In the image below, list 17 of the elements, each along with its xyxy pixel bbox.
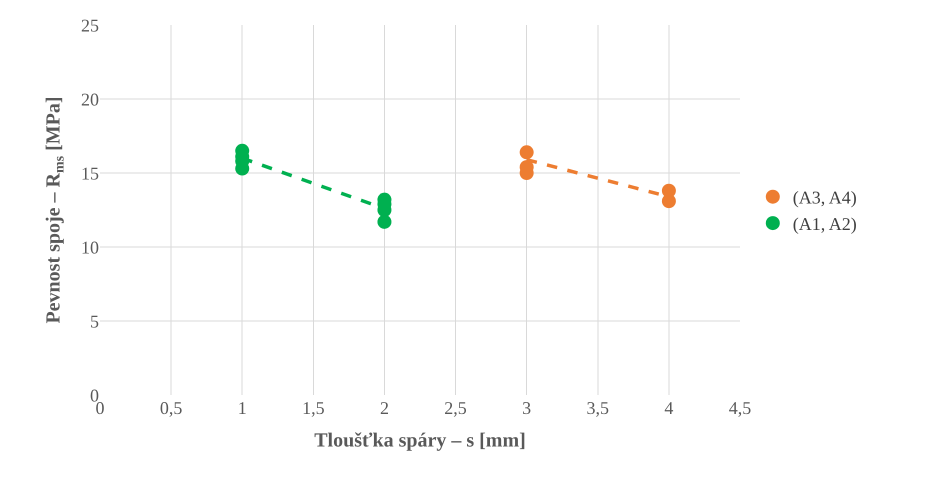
legend-label: (A1, A2): [792, 214, 857, 234]
x-axis-title: Tloušťka spáry – s [mm]: [314, 430, 526, 452]
x-tick-label: 2: [380, 398, 389, 418]
x-tick-label: 1,5: [302, 398, 325, 418]
x-tick-label: 1: [238, 398, 247, 418]
legend-label: (A3, A4): [792, 188, 857, 208]
y-tick-label: 10: [81, 237, 99, 258]
y-tick-label: 25: [81, 15, 99, 36]
x-tick-label: 3,5: [586, 398, 610, 418]
y-tick-label: 5: [90, 311, 99, 332]
x-tick-label: 4: [664, 398, 674, 418]
y-tick-label: 20: [81, 89, 99, 110]
x-tick-label: 4,5: [728, 398, 752, 418]
x-tick-label: 0,5: [160, 398, 182, 418]
y-tick-label: 15: [81, 163, 99, 184]
x-tick-label: 3: [522, 398, 532, 418]
x-tick-label: 2,5: [444, 398, 467, 418]
